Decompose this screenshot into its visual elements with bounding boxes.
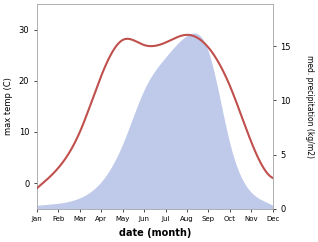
X-axis label: date (month): date (month)	[119, 228, 191, 238]
Y-axis label: max temp (C): max temp (C)	[4, 77, 13, 135]
Y-axis label: med. precipitation (kg/m2): med. precipitation (kg/m2)	[305, 55, 314, 158]
